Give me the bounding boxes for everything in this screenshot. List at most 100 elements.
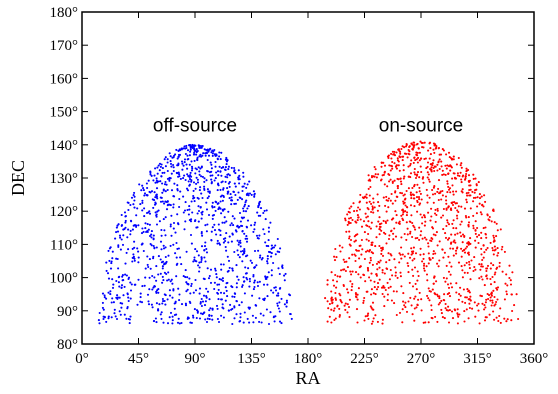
scatter-point-1: [441, 214, 445, 217]
scatter-point-1: [367, 208, 370, 211]
scatter-point-0: [171, 315, 174, 318]
scatter-point-1: [382, 219, 385, 222]
scatter-point-0: [226, 192, 229, 195]
scatter-point-0: [158, 303, 161, 306]
scatter-point-1: [503, 250, 506, 253]
scatter-point-1: [477, 234, 481, 237]
scatter-point-0: [237, 243, 240, 246]
scatter-point-1: [378, 278, 381, 281]
scatter-point-0: [125, 274, 128, 277]
scatter-point-0: [143, 207, 146, 210]
scatter-point-1: [374, 314, 377, 317]
scatter-point-0: [246, 237, 249, 240]
scatter-point-1: [480, 275, 483, 278]
scatter-point-1: [326, 283, 329, 286]
scatter-point-0: [190, 282, 193, 285]
scatter-point-0: [214, 267, 217, 270]
scatter-point-0: [194, 172, 197, 175]
scatter-point-1: [405, 152, 408, 155]
scatter-point-1: [431, 227, 435, 230]
scatter-point-1: [458, 174, 461, 178]
scatter-point-1: [393, 227, 396, 230]
scatter-point-0: [160, 248, 163, 251]
scatter-point-0: [203, 177, 206, 180]
scatter-point-1: [411, 313, 414, 316]
scatter-point-0: [175, 275, 178, 278]
scatter-point-0: [278, 320, 282, 323]
scatter-point-0: [258, 234, 261, 237]
scatter-point-0: [163, 229, 166, 232]
scatter-point-0: [102, 308, 105, 311]
scatter-point-1: [433, 165, 436, 168]
scatter-point-0: [276, 304, 279, 307]
x-tick-label: 180°: [294, 351, 323, 367]
scatter-point-1: [354, 295, 358, 298]
scatter-point-1: [425, 167, 428, 170]
scatter-point-1: [493, 239, 496, 242]
scatter-point-1: [372, 211, 375, 214]
scatter-point-0: [237, 278, 240, 281]
scatter-point-0: [270, 244, 273, 247]
scatter-point-0: [249, 259, 252, 262]
scatter-point-0: [226, 187, 229, 190]
scatter-point-0: [245, 235, 248, 238]
scatter-point-0: [223, 221, 226, 224]
scatter-point-1: [422, 253, 425, 256]
scatter-point-0: [188, 300, 191, 303]
scatter-point-0: [127, 276, 131, 279]
scatter-point-1: [456, 217, 459, 220]
scatter-point-1: [432, 186, 435, 189]
scatter-point-1: [411, 285, 415, 288]
scatter-point-0: [107, 249, 110, 252]
scatter-point-1: [383, 295, 386, 298]
scatter-point-1: [492, 234, 495, 237]
scatter-point-1: [448, 156, 451, 159]
scatter-point-0: [266, 262, 269, 265]
scatter-point-0: [112, 283, 115, 286]
scatter-point-1: [441, 169, 444, 172]
scatter-point-0: [206, 267, 209, 270]
scatter-point-1: [348, 315, 351, 319]
scatter-point-1: [441, 173, 444, 176]
scatter-point-0: [194, 144, 197, 147]
scatter-point-0: [237, 176, 240, 179]
scatter-point-1: [447, 255, 450, 258]
scatter-point-1: [412, 224, 415, 227]
scatter-point-0: [210, 167, 213, 170]
scatter-point-0: [145, 193, 148, 197]
scatter-point-0: [245, 186, 248, 189]
scatter-point-0: [169, 280, 172, 283]
scatter-point-1: [511, 271, 514, 274]
scatter-point-1: [378, 228, 381, 231]
scatter-point-0: [178, 293, 181, 296]
scatter-point-0: [115, 317, 119, 321]
scatter-point-0: [146, 293, 150, 296]
scatter-point-0: [230, 222, 233, 225]
scatter-point-1: [490, 220, 493, 223]
scatter-point-0: [127, 228, 130, 231]
scatter-point-0: [184, 147, 187, 150]
scatter-point-0: [180, 147, 183, 150]
scatter-point-1: [419, 140, 422, 143]
scatter-point-1: [397, 148, 400, 151]
scatter-point-1: [410, 304, 413, 307]
scatter-point-1: [369, 227, 372, 230]
scatter-point-1: [474, 229, 477, 232]
scatter-point-0: [276, 302, 279, 305]
scatter-point-0: [120, 224, 123, 227]
scatter-point-1: [420, 170, 423, 174]
scatter-point-0: [210, 151, 213, 154]
scatter-point-1: [364, 250, 368, 253]
scatter-point-1: [408, 145, 411, 148]
scatter-point-0: [162, 247, 166, 250]
scatter-point-0: [259, 200, 262, 203]
scatter-point-0: [144, 267, 147, 270]
scatter-point-0: [187, 180, 190, 183]
scatter-point-0: [224, 175, 227, 178]
scatter-point-0: [110, 260, 113, 263]
scatter-point-0: [203, 245, 207, 248]
scatter-point-1: [377, 173, 380, 176]
scatter-point-1: [393, 162, 396, 165]
scatter-point-1: [380, 161, 383, 164]
scatter-point-0: [160, 317, 163, 320]
